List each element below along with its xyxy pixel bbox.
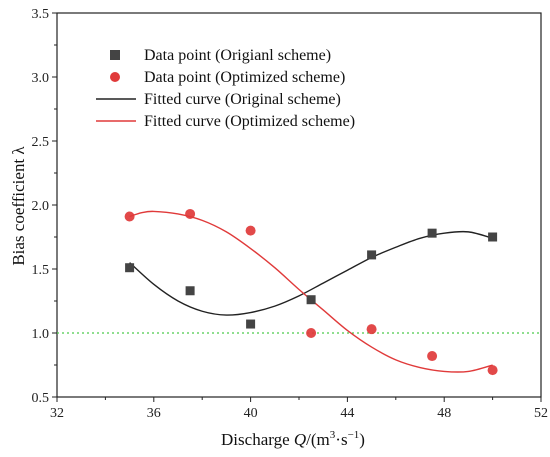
x-tick-label: 36 xyxy=(147,406,161,421)
axes: 32 36 40 44 48 52 0.5 1.0 1.5 2.0 2.5 3.0 3.5 xyxy=(32,7,549,421)
y-tick-label: 1.0 xyxy=(32,327,50,342)
x-tick-label: 52 xyxy=(534,406,548,421)
x-tick-label: 44 xyxy=(340,406,354,421)
data-point-optimized xyxy=(487,365,498,376)
y-tick-label: 2.0 xyxy=(32,199,50,214)
y-tick-label: 3.0 xyxy=(32,71,50,86)
data-point-optimized xyxy=(366,324,377,335)
legend-label: Data point (Optimized scheme) xyxy=(144,69,345,86)
legend-symbol-square xyxy=(110,50,120,60)
data-point-optimized xyxy=(124,211,135,222)
legend: Data point (Origianl scheme) Data point (… xyxy=(96,47,355,130)
data-point-original xyxy=(185,286,195,296)
legend-symbol-circle xyxy=(110,72,120,82)
y-tick-label: 0.5 xyxy=(32,391,50,406)
y-tick-label: 3.5 xyxy=(32,7,50,22)
data-point-optimized xyxy=(306,328,317,338)
data-point-original xyxy=(306,295,316,305)
data-point-optimized xyxy=(427,351,438,362)
x-tick-label: 32 xyxy=(50,406,64,421)
data-point-optimized xyxy=(185,208,196,219)
x-tick-label: 48 xyxy=(437,406,451,421)
y-axis-title: Bias coefficient λ xyxy=(9,146,28,266)
data-point-original xyxy=(488,232,498,242)
legend-label: Fitted curve (Original scheme) xyxy=(144,91,341,108)
y-tick-label: 2.5 xyxy=(32,135,50,150)
legend-label: Fitted curve (Optimized scheme) xyxy=(144,113,355,130)
data-point-original xyxy=(246,319,256,329)
data-point-original xyxy=(427,228,437,238)
x-tick-label: 40 xyxy=(244,406,258,421)
data-point-original xyxy=(125,263,135,273)
x-axis-title: Discharge Q/(m3·s−1) xyxy=(221,429,365,449)
data-point-optimized xyxy=(245,225,256,236)
data-point-original xyxy=(367,250,377,260)
y-tick-label: 1.5 xyxy=(32,263,50,278)
legend-label: Data point (Origianl scheme) xyxy=(144,47,331,64)
chart-marks xyxy=(57,208,541,376)
fitted-curve-optimized xyxy=(129,210,493,373)
